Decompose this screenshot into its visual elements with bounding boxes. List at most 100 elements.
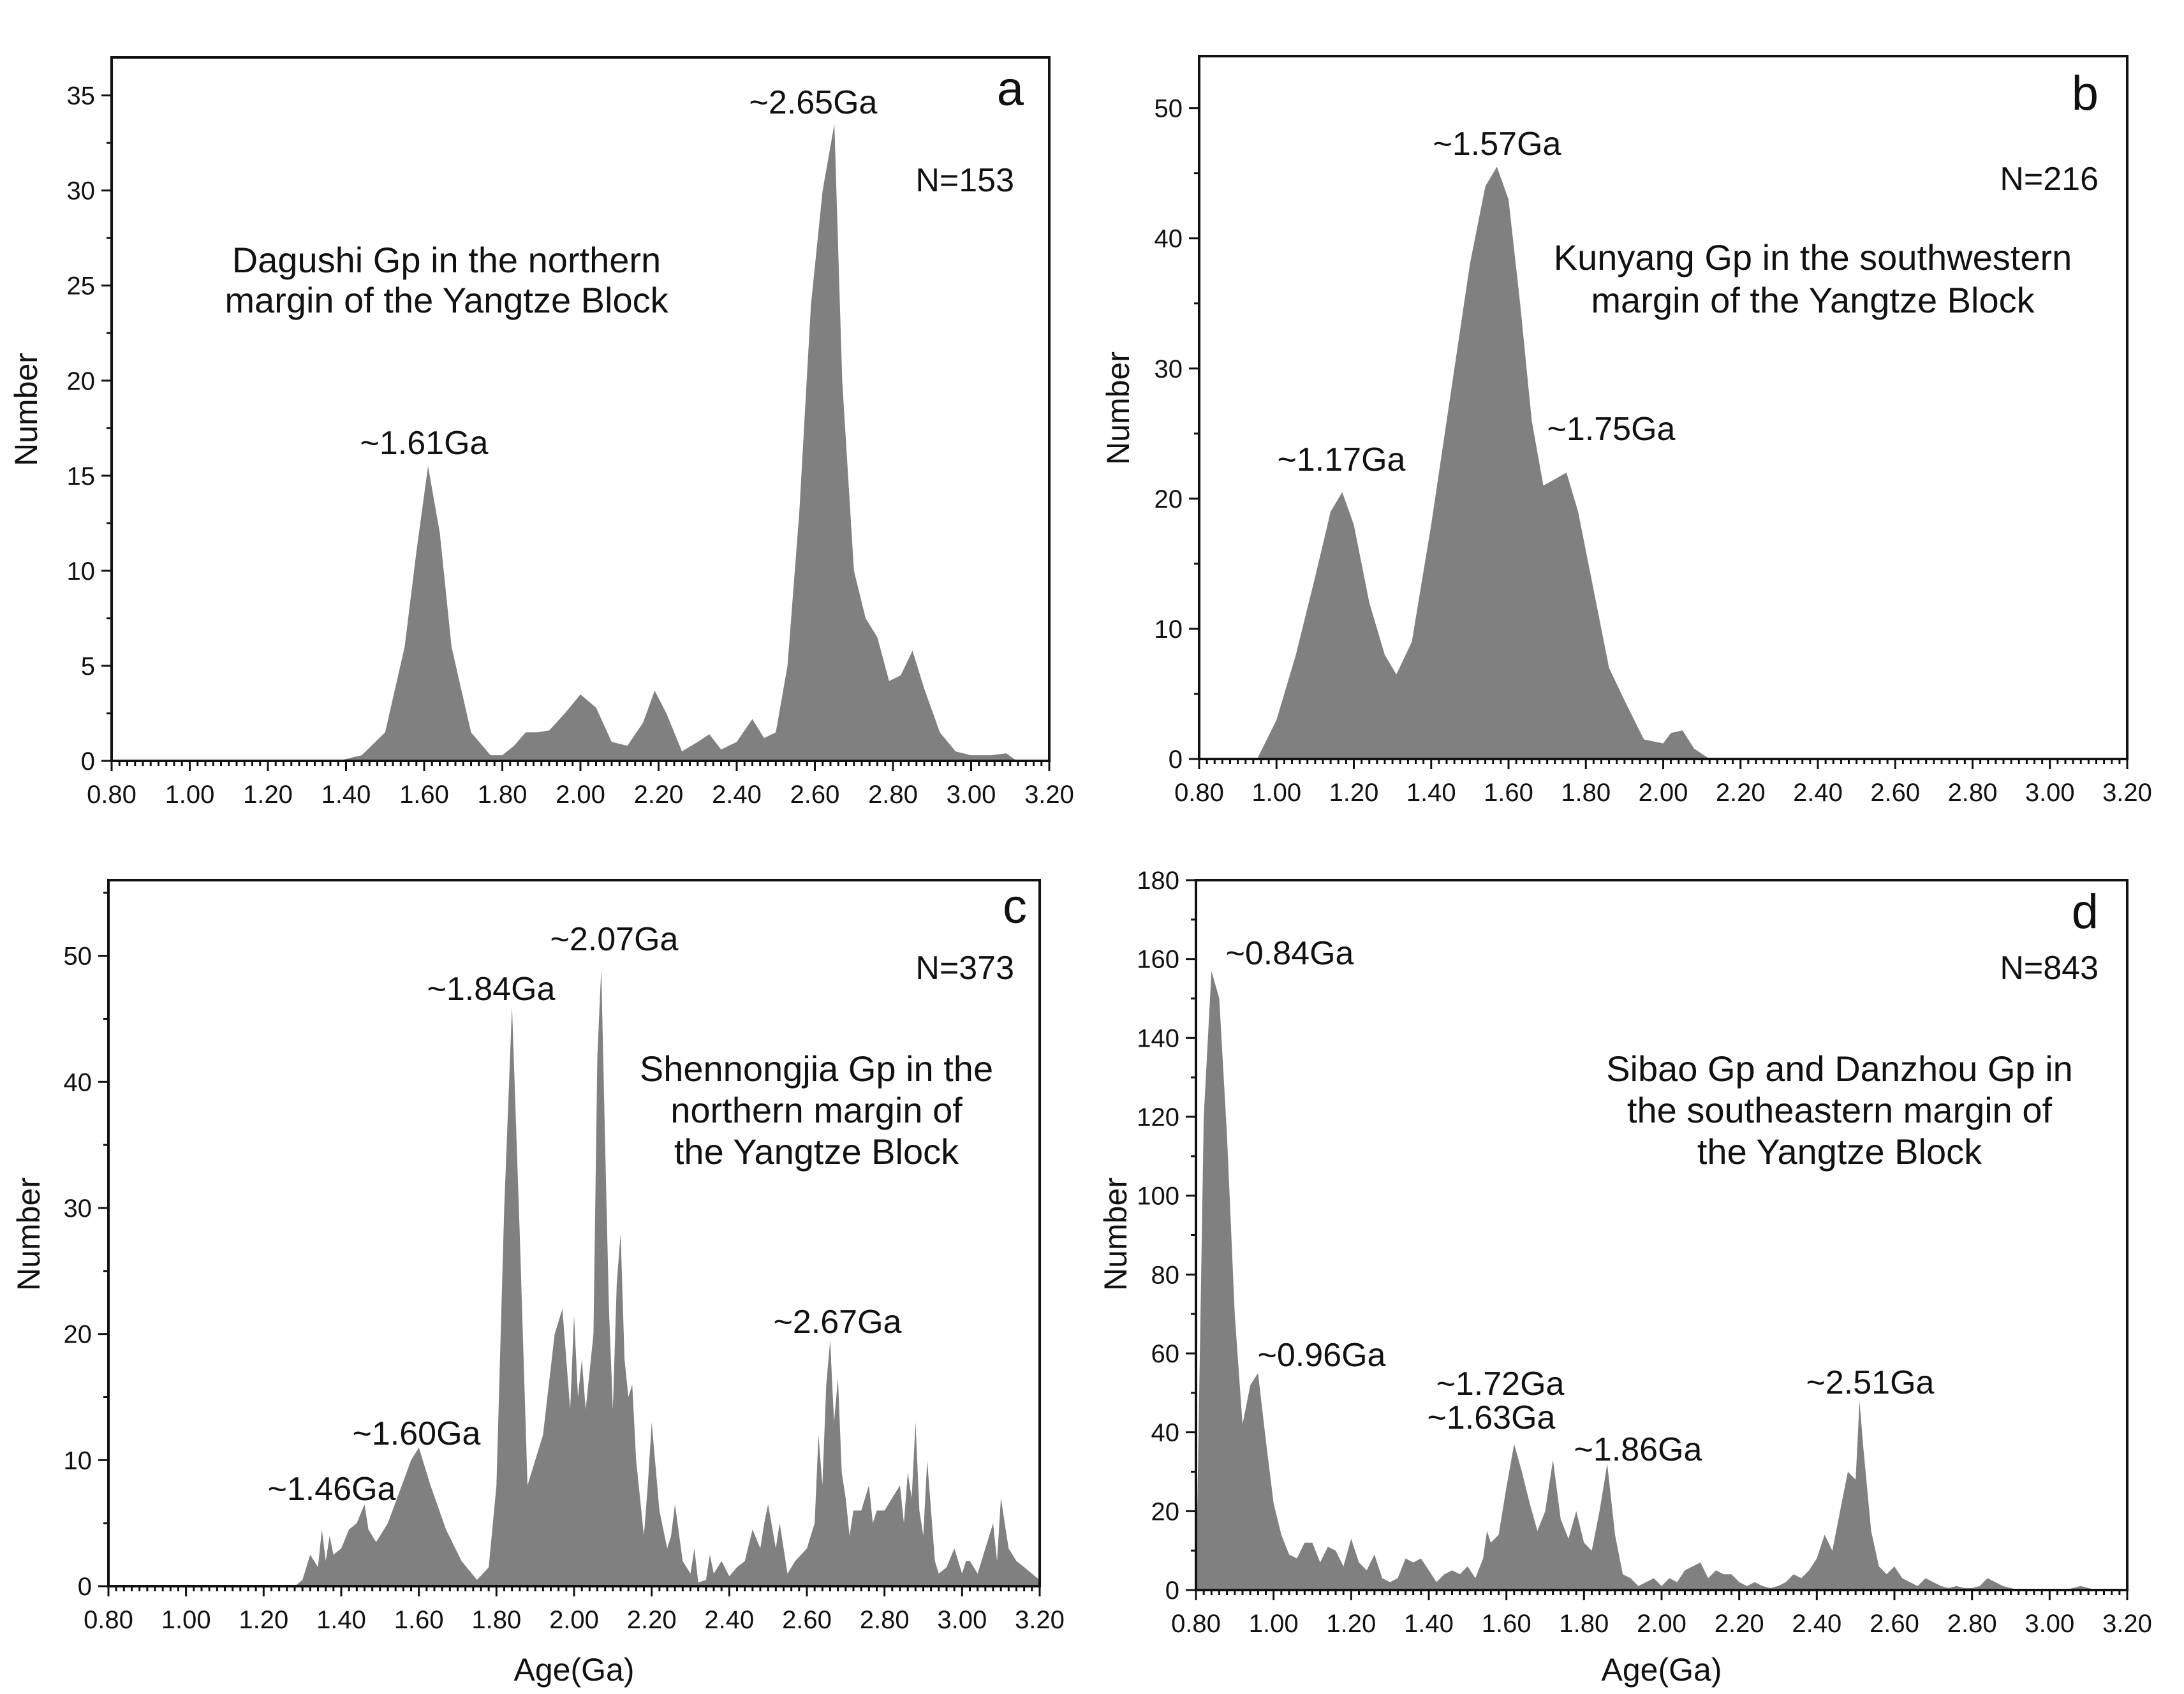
peak-label: ~1.57Ga — [1433, 126, 1561, 163]
y-tick-label: 40 — [1155, 225, 1183, 253]
x-axis-title: Age(Ga) — [1602, 1652, 1722, 1688]
peak-label: ~1.17Ga — [1278, 441, 1406, 478]
y-tick-label: 10 — [64, 1447, 92, 1475]
sample-count-label: N=373 — [915, 950, 1014, 987]
y-tick-label: 25 — [67, 272, 96, 300]
y-axis-title: Number — [11, 1177, 47, 1291]
y-tick-label: 20 — [1151, 1498, 1180, 1526]
age-distribution-curve — [1199, 166, 2127, 759]
panel-letter: a — [997, 62, 1024, 116]
y-tick-label: 60 — [1151, 1340, 1180, 1368]
panel-a: 0.80 1.00 1.20 1.40 1.60 1.80 2.00 2.20 2.40 2.60… — [8, 56, 1074, 809]
x-tick-label: 1.80 — [471, 1606, 521, 1634]
peak-label: ~1.60Ga — [353, 1415, 481, 1452]
x-tick-label: 1.20 — [1326, 1610, 1376, 1638]
y-tick-label: 10 — [1155, 615, 1183, 644]
caption-line: margin of the Yangtze Block — [1591, 280, 2035, 320]
x-tick-label: 1.40 — [1406, 779, 1456, 807]
x-tick-label: 2.20 — [627, 1606, 677, 1634]
caption-line: Dagushi Gp in the northern — [232, 240, 661, 280]
y-tick-label: 30 — [1155, 355, 1183, 383]
caption-line: the southeastern margin of — [1627, 1090, 2053, 1130]
panel-letter: c — [1003, 880, 1027, 934]
age-distribution-curve — [112, 124, 1018, 762]
y-tick-label: 50 — [1155, 95, 1183, 123]
x-tick-label: 1.40 — [321, 781, 371, 809]
peak-label: ~1.61Ga — [360, 425, 489, 462]
x-tick-label: 2.60 — [782, 1606, 832, 1634]
y-tick-label: 20 — [1155, 485, 1183, 513]
x-tick-label: 1.20 — [1329, 779, 1379, 807]
age-distribution-curve — [108, 968, 1040, 1586]
peak-label: ~1.46Ga — [268, 1471, 396, 1508]
x-tick-label: 2.60 — [1870, 779, 1920, 807]
x-tick-label: 3.20 — [2102, 779, 2152, 807]
y-axis-title: Number — [1098, 1177, 1133, 1291]
x-tick-label: 1.00 — [1251, 779, 1301, 807]
y-tick-label: 5 — [81, 652, 95, 681]
peak-label: ~1.86Ga — [1574, 1431, 1702, 1468]
caption-line: Kunyang Gp in the southwestern — [1554, 237, 2072, 277]
panel-d: 0.80 1.00 1.20 1.40 1.60 1.80 2.00 2.20 2.40 2.60… — [1098, 867, 2152, 1688]
x-tick-label: 2.20 — [634, 781, 684, 809]
x-tick-label: 1.80 — [478, 781, 528, 809]
x-tick-label: 2.00 — [1637, 1610, 1686, 1638]
y-tick-label: 35 — [67, 82, 96, 110]
peak-label: ~1.72Ga — [1436, 1366, 1565, 1403]
x-tick-label: 3.00 — [2025, 779, 2075, 807]
x-tick-label: 1.80 — [1559, 1610, 1609, 1638]
caption-line: the Yangtze Block — [1697, 1131, 1982, 1172]
x-tick-label: 2.40 — [1793, 779, 1843, 807]
peak-label: ~2.67Ga — [774, 1304, 902, 1341]
y-tick-label: 80 — [1151, 1261, 1180, 1289]
x-tick-label: 2.60 — [1870, 1610, 1919, 1638]
x-tick-label: 3.20 — [1015, 1606, 1065, 1634]
y-tick-label: 40 — [64, 1068, 92, 1096]
x-tick-label: 3.00 — [937, 1606, 987, 1634]
x-tick-label: 1.40 — [316, 1606, 366, 1634]
caption-line: northern margin of — [670, 1090, 963, 1130]
y-tick-label: 15 — [67, 462, 96, 490]
peak-label: ~1.63Ga — [1428, 1399, 1556, 1436]
x-tick-label: 2.40 — [712, 781, 762, 809]
y-tick-label: 0 — [81, 748, 95, 776]
y-axis-title: Number — [1100, 351, 1136, 465]
x-tick-label: 1.20 — [239, 1606, 288, 1634]
caption-line: the Yangtze Block — [674, 1131, 959, 1172]
x-tick-label: 2.00 — [1639, 779, 1688, 807]
y-tick-label: 100 — [1137, 1182, 1179, 1211]
x-tick-label: 3.20 — [1024, 781, 1074, 809]
x-axis-title: Age(Ga) — [514, 1652, 635, 1688]
x-tick-label: 1.40 — [1404, 1610, 1454, 1638]
panel-c: 0.80 1.00 1.20 1.40 1.60 1.80 2.00 2.20 2.40 2.60… — [11, 879, 1065, 1688]
plot-frame — [1195, 879, 2129, 1591]
y-tick-label: 0 — [78, 1573, 92, 1601]
x-tick-label: 2.80 — [868, 781, 918, 809]
x-tick-label: 1.60 — [1484, 779, 1533, 807]
caption-line: Shennongjia Gp in the — [640, 1049, 993, 1089]
x-tick-label: 2.00 — [556, 781, 605, 809]
y-tick-label: 0 — [1169, 746, 1183, 774]
x-tick-label: 3.00 — [947, 781, 996, 809]
x-tick-label: 1.60 — [394, 1606, 444, 1634]
peak-label: ~2.51Ga — [1806, 1364, 1935, 1401]
x-tick-label: 1.20 — [243, 781, 293, 809]
caption-line: Sibao Gp and Danzhou Gp in — [1606, 1049, 2073, 1089]
y-tick-label: 50 — [64, 943, 92, 971]
y-tick-label: 180 — [1137, 867, 1179, 895]
x-tick-label: 2.80 — [860, 1606, 910, 1634]
peak-label: ~0.84Ga — [1226, 935, 1354, 972]
x-tick-label: 3.20 — [2102, 1610, 2152, 1638]
x-tick-label: 0.80 — [84, 1606, 133, 1634]
plot-frame — [110, 56, 1051, 762]
sample-count-label: N=843 — [2000, 950, 2099, 987]
y-tick-label: 20 — [67, 367, 96, 395]
x-tick-label: 1.00 — [1249, 1610, 1299, 1638]
x-tick-label: 0.80 — [1171, 1610, 1221, 1638]
x-tick-label: 0.80 — [1174, 779, 1224, 807]
panel-letter: b — [2072, 66, 2099, 121]
y-tick-label: 20 — [64, 1321, 92, 1349]
y-tick-label: 30 — [67, 177, 96, 205]
x-tick-label: 1.00 — [165, 781, 215, 809]
peak-label: ~1.84Ga — [427, 971, 556, 1008]
